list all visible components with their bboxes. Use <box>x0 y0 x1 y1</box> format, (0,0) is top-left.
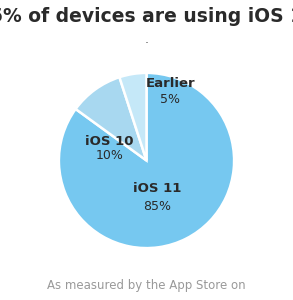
Text: 5%: 5% <box>160 93 180 106</box>
Text: As measured by the App Store on: As measured by the App Store on <box>47 280 246 292</box>
Text: iOS 10: iOS 10 <box>86 135 134 148</box>
Wedge shape <box>120 73 146 160</box>
Text: 85% of devices are using iOS 11: 85% of devices are using iOS 11 <box>0 8 293 26</box>
Wedge shape <box>76 77 146 160</box>
Text: ·: · <box>144 38 149 50</box>
Text: Earlier: Earlier <box>145 77 195 90</box>
Text: 10%: 10% <box>96 149 124 162</box>
Wedge shape <box>59 73 234 248</box>
Text: iOS 11: iOS 11 <box>133 182 181 195</box>
Text: 85%: 85% <box>143 200 171 213</box>
